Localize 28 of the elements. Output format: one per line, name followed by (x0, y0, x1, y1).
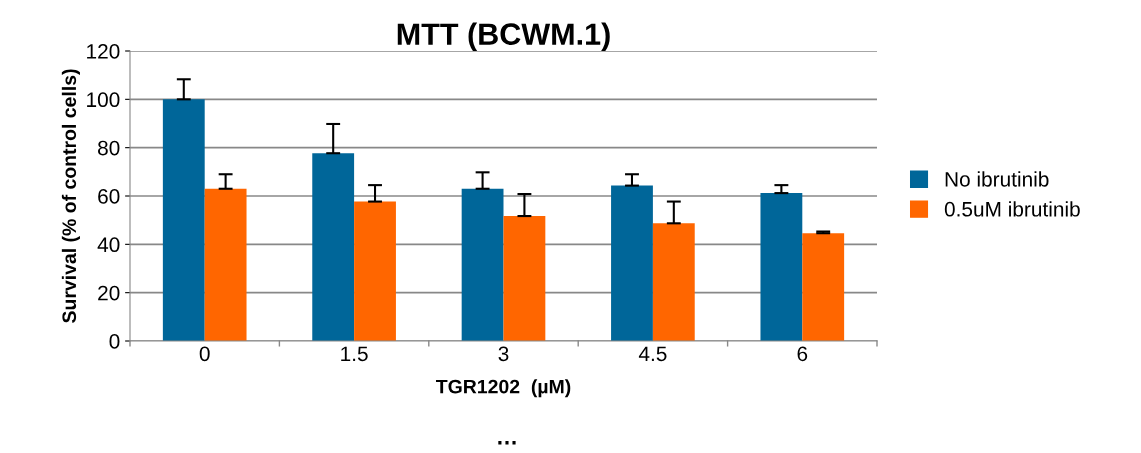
bar (204, 188, 247, 341)
bar (461, 188, 504, 341)
legend-label: No ibrutinib (945, 171, 1049, 187)
bar (354, 201, 396, 341)
y-tick-label: 120 (87, 44, 120, 59)
x-tick-label: 3 (498, 346, 509, 362)
y-tick-label: 80 (98, 140, 120, 156)
bar (503, 216, 546, 341)
y-axis-title: Survival (% of control cells) (61, 69, 80, 323)
x-axis-title: TGR1202 (µM) (435, 379, 571, 398)
x-tick-label: 4.5 (638, 346, 667, 362)
y-tick-label: 0 (109, 334, 120, 349)
x-tick-label: 6 (797, 346, 808, 362)
bar (162, 99, 205, 341)
y-tick-label: 40 (97, 237, 120, 253)
y-tick-label: 20 (98, 285, 120, 301)
y-tick-label: 100 (87, 92, 120, 108)
bar (652, 223, 695, 341)
x-tick-label: 0 (199, 346, 210, 362)
chart-title: MTT (BCWM.1) (397, 22, 610, 51)
bar (611, 185, 653, 341)
x-tick-label: 1.5 (341, 346, 368, 362)
text: … (498, 441, 516, 445)
bar (760, 193, 803, 341)
bar (802, 233, 845, 341)
y-tick-label: 60 (98, 189, 120, 204)
bar (312, 153, 355, 341)
legend-label: 0.5uM ibrutinib (944, 201, 1080, 217)
